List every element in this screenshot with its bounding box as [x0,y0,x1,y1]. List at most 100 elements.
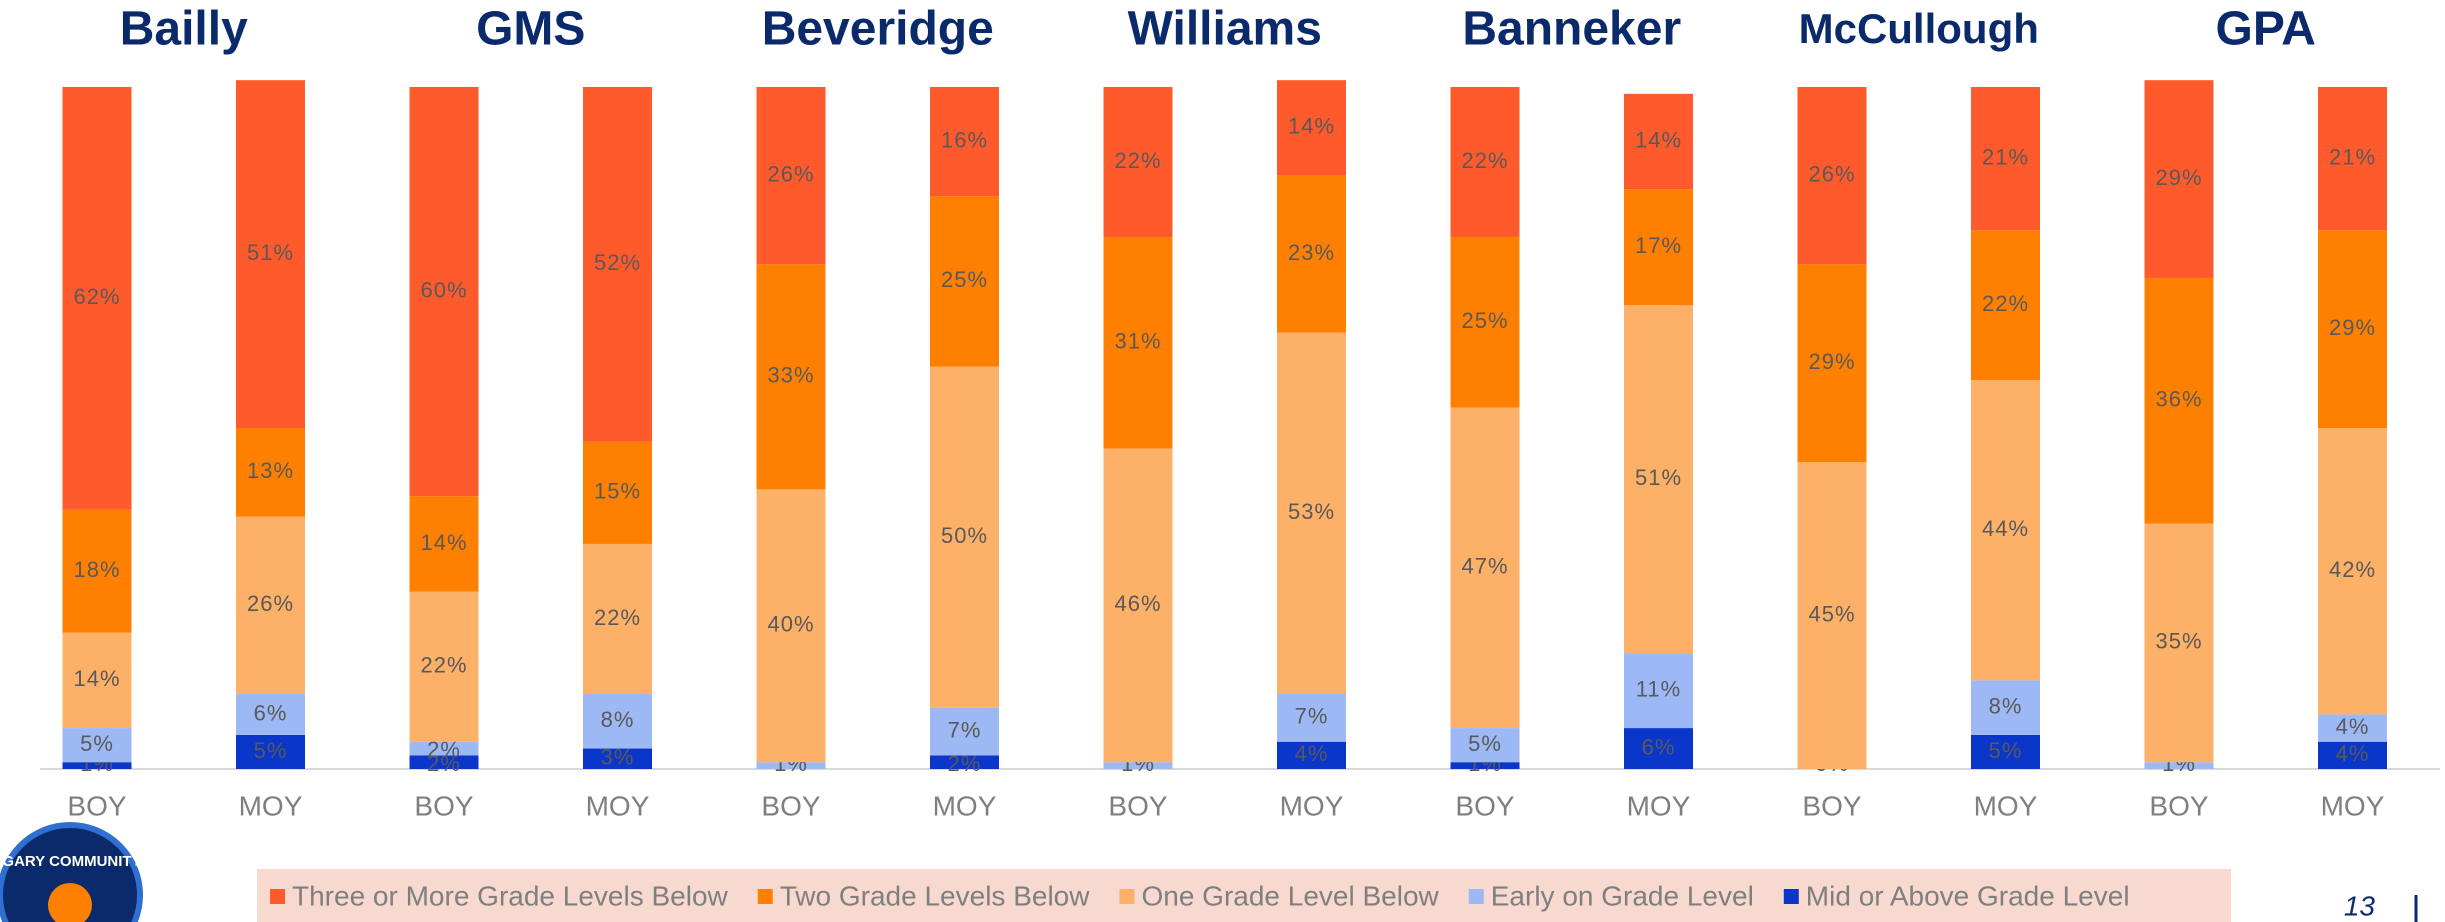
x-tick-label: BOY [414,790,473,821]
data-label: 13% [247,458,294,483]
group-title: Bailly [120,3,248,56]
data-label: 23% [1288,240,1335,265]
data-label: 29% [1808,349,1855,374]
data-label: 53% [1288,499,1335,524]
data-label: 14% [73,666,120,691]
bar-segment [1277,693,1346,742]
bar-segment [2318,428,2387,715]
data-label: 21% [1982,144,2029,169]
bar-segment [1450,237,1520,408]
bar-segment [62,509,132,633]
bar-segment [1103,448,1173,763]
bar-segment [583,87,652,442]
data-label: 14% [1288,114,1335,139]
bar-segment [409,755,479,769]
data-label: 22% [1461,148,1508,173]
x-tick-label: MOY [1627,790,1691,821]
bar-segment [1277,741,1346,769]
data-label: 8% [601,707,635,732]
x-tick-label: MOY [933,790,997,821]
bar-segment [1277,80,1346,176]
data-label: 42% [2329,557,2376,582]
data-label: 4% [1295,741,1329,766]
bar-segment [2144,762,2214,769]
legend-swatch [757,889,773,904]
group-title: Beveridge [762,3,994,56]
data-label: 15% [594,479,641,504]
data-label: 22% [1114,148,1161,173]
data-label: 45% [1808,601,1855,626]
bar-segment [409,496,479,592]
bar-segment [2318,714,2387,742]
data-label: 52% [594,250,641,275]
data-label: 51% [1635,465,1682,490]
data-label: 51% [247,240,294,265]
data-label: 25% [1461,308,1508,333]
data-label: 17% [1635,233,1682,258]
bar-segment [2144,80,2214,278]
bar-segment [1797,87,1867,265]
data-label: 5% [80,731,114,756]
x-tick-label: MOY [1974,790,2038,821]
data-label: 6% [254,700,288,725]
bar-segment [2144,277,2214,524]
data-label: 26% [767,161,814,186]
data-label: 21% [2329,144,2376,169]
legend-label: Mid or Above Grade Level [1806,880,2130,911]
bar-segment [2144,523,2214,763]
data-label: 5% [254,738,288,763]
bar-segment [236,693,305,735]
legend-swatch [270,889,285,904]
legend-box [257,869,2231,922]
group-title: GMS [476,3,585,56]
bar-segment [62,762,132,769]
bar-segment [409,87,479,497]
legend-label: One Grade Level Below [1141,880,1439,911]
bar-segment [756,489,826,763]
bar-segment [1624,305,1693,654]
data-label: 14% [1635,127,1682,152]
x-tick-label: MOY [1280,790,1344,821]
data-label: 6% [1642,734,1676,759]
data-label: 62% [73,284,120,309]
data-label: 7% [1295,704,1329,729]
bar-segment [930,707,999,756]
x-tick-label: MOY [2321,790,2385,821]
group-title: McCullough [1799,5,2039,52]
x-tick-label: MOY [586,790,650,821]
bar-segment [1971,734,2040,769]
bar-segment [409,741,479,756]
logo [0,822,143,922]
x-tick-label: MOY [239,790,303,821]
data-label: 7% [948,717,982,742]
bar-segment [756,264,826,490]
data-label: 46% [1114,591,1161,616]
data-label: 5% [1468,731,1502,756]
x-tick-label: BOY [2149,790,2208,821]
bar-segment [583,693,652,749]
bar-segment [236,80,305,429]
data-label: 50% [941,523,988,548]
bar-segment [62,728,132,763]
group-title: GPA [2216,3,2316,56]
data-label: 22% [420,653,467,678]
bar-segment [1624,728,1693,769]
data-label: 22% [594,605,641,630]
data-label: 35% [2155,629,2202,654]
bar-segment [583,543,652,694]
bar-segment [930,196,999,367]
legend-swatch [1468,889,1484,904]
data-label: 31% [1114,329,1161,354]
legend-label: Early on Grade Level [1491,880,1754,911]
bar-segment [1103,87,1173,238]
bar-segment [1103,762,1173,769]
bar-segment [756,87,826,265]
data-label: 5% [1989,738,2023,763]
bar-segment [409,591,479,742]
data-label: 26% [247,591,294,616]
bar-segment [1624,93,1693,190]
page-number: 13 [2344,890,2376,921]
logo-mark [48,883,92,922]
data-label: 4% [2336,741,2370,766]
data-label: 36% [2155,387,2202,412]
